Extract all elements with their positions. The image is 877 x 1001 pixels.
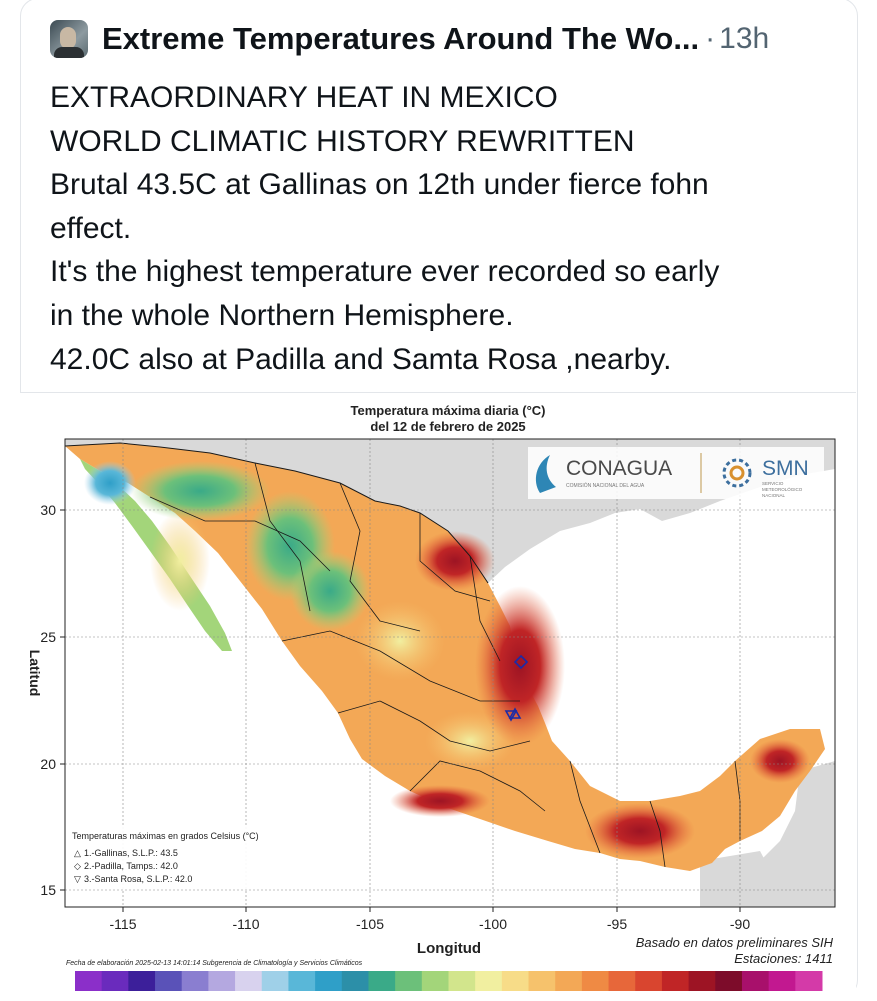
map-frame — [64, 438, 836, 908]
smn-logo-text: SMN — [762, 457, 809, 480]
post-time[interactable]: 13h — [719, 22, 770, 55]
footer-note: Fecha de elaboración 2025-02-13 14:01:14… — [66, 960, 363, 967]
post-text-line: WORLD CLIMATIC HISTORY REWRITTEN — [50, 124, 635, 158]
colorbar-swatch — [475, 971, 503, 991]
station-padilla — [513, 654, 529, 670]
x-axis-label: Longitud — [417, 940, 481, 957]
x-tick-label: -100 — [479, 916, 507, 932]
colorbar-swatch — [688, 971, 716, 991]
colorbar-swatch — [235, 971, 263, 991]
y-tick-label: 15 — [40, 882, 56, 898]
colorbar-swatch — [741, 971, 770, 991]
station-gallinas — [508, 707, 522, 719]
map-title: Temperatura máxima diaria (°C) — [351, 403, 546, 418]
us-border — [65, 442, 489, 584]
colorbar-swatch — [208, 971, 236, 991]
legend-title: Temperaturas máximas en grados Celsius (… — [72, 831, 259, 841]
conagua-logo-text: CONAGUA — [566, 457, 672, 480]
gridlines — [65, 439, 835, 907]
colorbar-swatch — [288, 971, 316, 991]
colorbar-swatch — [768, 971, 796, 991]
colorbar-swatch — [128, 971, 156, 991]
colorbar-swatch — [101, 971, 129, 991]
stations-count: Estaciones: 1411 — [734, 951, 833, 966]
smn-logo-subtext: SERVICIO — [762, 481, 784, 486]
post-text-line: Brutal 43.5C at Gallinas on 12th under f… — [50, 168, 709, 202]
station-santa-rosa — [504, 710, 518, 722]
x-tick-label: -90 — [730, 916, 750, 932]
colorbar-swatch — [661, 971, 690, 991]
colorbar-swatch — [715, 971, 743, 991]
post-text: EXTRAORDINARY HEAT IN MEXICO WORLD CLIMA… — [50, 76, 830, 381]
colorbar-swatch — [795, 971, 823, 991]
post-text-line: effect. — [50, 211, 132, 245]
colorbar-swatch — [261, 971, 289, 991]
colorbar-swatch — [448, 971, 476, 991]
smn-logo-icon — [722, 458, 752, 488]
colorbar-swatch — [608, 971, 636, 991]
x-tick-label: -105 — [356, 916, 384, 932]
post-text-line: in the whole Northern Hemisphere. — [50, 298, 514, 332]
colorbar-swatch — [181, 971, 209, 991]
post-header: Extreme Temperatures Around The Wo... · … — [50, 14, 830, 64]
post-text-line: EXTRAORDINARY HEAT IN MEXICO — [50, 81, 558, 114]
central-america-land — [760, 761, 835, 907]
colorbar-swatch — [501, 971, 530, 991]
guatemala-land — [700, 851, 790, 907]
separator-dot: · — [705, 22, 716, 55]
colorbar-swatch — [581, 971, 610, 991]
y-tick-label: 20 — [40, 756, 56, 772]
post-text-line: 42.0C also at Padilla and Samta Rosa ,ne… — [50, 342, 672, 376]
colorbar-swatch — [421, 971, 449, 991]
legend-item: 3.-Santa Rosa, S.L.P.: 42.0 — [84, 874, 192, 884]
y-tick-label: 25 — [40, 629, 56, 645]
colorbar-swatch — [368, 971, 396, 991]
colorbar-swatch — [341, 971, 369, 991]
colorbar-swatch — [395, 971, 423, 991]
colorbar-swatch — [635, 971, 663, 991]
colorbar-swatch — [75, 971, 103, 991]
x-tick-label: -95 — [607, 916, 627, 932]
smn-logo-subtext: METEOROLÓGICO — [762, 486, 803, 492]
colorbar — [75, 971, 823, 991]
colorbar-swatch — [528, 971, 556, 991]
x-tick-label: -110 — [233, 916, 260, 932]
axis-ticks — [60, 509, 741, 912]
svg-text:△: △ — [74, 848, 81, 858]
colorbar-swatch — [555, 971, 583, 991]
smn-logo-subtext: NACIONAL — [762, 493, 786, 498]
map-subtitle: del 12 de febrero de 2025 — [370, 419, 525, 434]
legend-item: 2.-Padilla, Tamps.: 42.0 — [84, 861, 178, 871]
svg-text:◇: ◇ — [74, 861, 81, 871]
colorbar-swatch — [155, 971, 183, 991]
colorbar-swatch — [315, 971, 343, 991]
legend-item: 1.-Gallinas, S.L.P.: 43.5 — [84, 848, 178, 858]
conagua-logo-icon — [535, 455, 556, 493]
source-note: Basado en datos preliminares SIH — [636, 935, 834, 950]
post-text-line: It's the highest temperature ever record… — [50, 255, 720, 289]
temperature-map: Temperatura máxima diaria (°C) del 12 de… — [27, 403, 836, 991]
post-image[interactable]: Temperatura máxima diaria (°C) del 12 de… — [20, 392, 856, 1001]
conagua-logo-subtext: COMISIÓN NACIONAL DEL AGUA — [566, 482, 645, 489]
author-name[interactable]: Extreme Temperatures Around The Wo... — [102, 21, 700, 56]
avatar[interactable] — [50, 20, 88, 58]
y-axis-label: Latitud — [27, 650, 43, 697]
x-tick-label: -115 — [110, 916, 137, 932]
legend-box — [68, 827, 278, 889]
svg-text:▽: ▽ — [74, 874, 81, 884]
logo-box — [528, 447, 824, 499]
y-tick-label: 30 — [40, 502, 56, 518]
